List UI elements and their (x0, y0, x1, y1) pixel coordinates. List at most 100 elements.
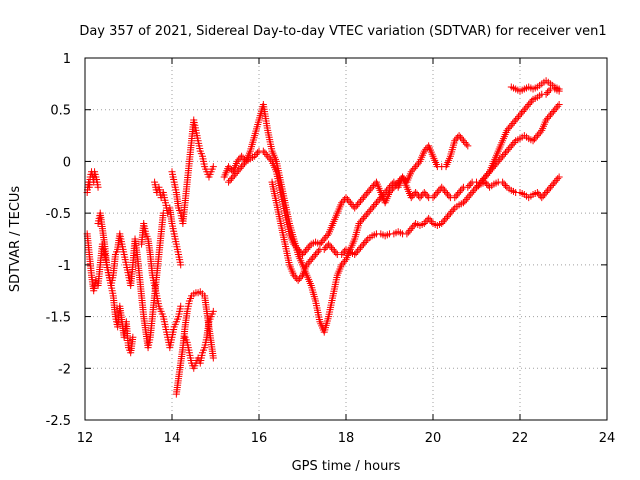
data-point (465, 192, 473, 200)
data-point (328, 244, 335, 252)
data-point (293, 244, 301, 252)
data-point (509, 140, 517, 148)
data-point (372, 199, 380, 207)
chart-title: Day 357 of 2021, Sidereal Day-to-day VTE… (79, 24, 606, 39)
y-tick-label: -0.5 (46, 207, 71, 222)
data-point (410, 164, 418, 172)
data-point (297, 273, 305, 281)
data-point (320, 235, 328, 243)
data-point (510, 138, 518, 146)
data-point (555, 173, 563, 181)
data-point (545, 87, 553, 95)
data-point (225, 163, 233, 171)
data-point (407, 194, 415, 202)
data-point (490, 163, 498, 171)
data-point (522, 104, 530, 112)
data-point (491, 161, 499, 169)
data-point (374, 197, 382, 205)
data-point (346, 199, 354, 207)
x-tick-label: 12 (77, 431, 94, 446)
data-point (544, 114, 552, 122)
data-point (294, 276, 302, 284)
data-point (544, 88, 552, 96)
data-point (548, 182, 556, 190)
data-point (309, 254, 317, 262)
data-point (310, 252, 318, 260)
data-point (532, 133, 540, 141)
data-point (512, 116, 520, 124)
data-point (341, 257, 349, 265)
data-point (471, 185, 479, 193)
data-point (420, 147, 428, 155)
data-point (525, 101, 533, 109)
data-point (446, 209, 454, 217)
data-point (441, 216, 449, 224)
data-point (451, 194, 459, 202)
data-point (291, 242, 299, 250)
data-point (362, 237, 370, 245)
y-tick-label: 1 (63, 52, 71, 67)
data-marks (83, 77, 563, 398)
data-point (425, 214, 433, 222)
data-point (359, 194, 367, 202)
data-point (394, 178, 402, 186)
data-point (552, 176, 560, 184)
data-point (432, 190, 440, 198)
data-point (225, 178, 233, 186)
data-point (355, 219, 363, 227)
data-point (312, 251, 320, 259)
data-point (329, 245, 337, 253)
data-point (209, 354, 217, 362)
data-point (267, 156, 275, 164)
data-point (538, 194, 546, 202)
data-point (367, 206, 375, 214)
series-arc-3 (94, 209, 167, 352)
data-point (517, 109, 525, 117)
data-point (238, 152, 246, 160)
data-point (416, 194, 424, 202)
data-point (409, 223, 417, 231)
data-point (404, 228, 412, 236)
data-point (541, 190, 549, 198)
data-point (546, 183, 554, 191)
series-arc-6 (168, 116, 217, 227)
data-point (264, 152, 272, 160)
data-point (455, 188, 463, 196)
data-point (506, 123, 514, 131)
data-point (552, 104, 560, 112)
data-point (254, 149, 262, 157)
data-point (326, 242, 334, 250)
data-point (323, 232, 331, 240)
data-point (499, 178, 507, 186)
data-point (358, 216, 366, 224)
series-arc-11 (268, 101, 563, 284)
data-point (352, 202, 360, 210)
data-point (391, 182, 399, 190)
data-point (486, 168, 494, 176)
series-arc-5 (151, 178, 185, 269)
data-point (555, 101, 563, 109)
data-point (458, 135, 466, 143)
data-point (361, 192, 369, 200)
series-arc-10 (225, 85, 563, 259)
data-point (487, 166, 495, 174)
data-point (413, 161, 421, 169)
data-point (355, 199, 363, 207)
series-arc-7 (172, 288, 217, 398)
data-point (365, 187, 373, 195)
data-point (314, 247, 322, 255)
data-point (442, 188, 450, 196)
data-point (426, 216, 434, 224)
data-point (364, 209, 372, 217)
data-point (546, 111, 554, 119)
data-point (497, 154, 505, 162)
data-point (483, 180, 491, 188)
data-point (362, 211, 370, 219)
data-point (338, 199, 346, 207)
data-point (177, 261, 185, 269)
data-point (343, 195, 351, 203)
data-point (296, 275, 304, 283)
data-point (455, 132, 463, 140)
data-point (554, 175, 562, 183)
